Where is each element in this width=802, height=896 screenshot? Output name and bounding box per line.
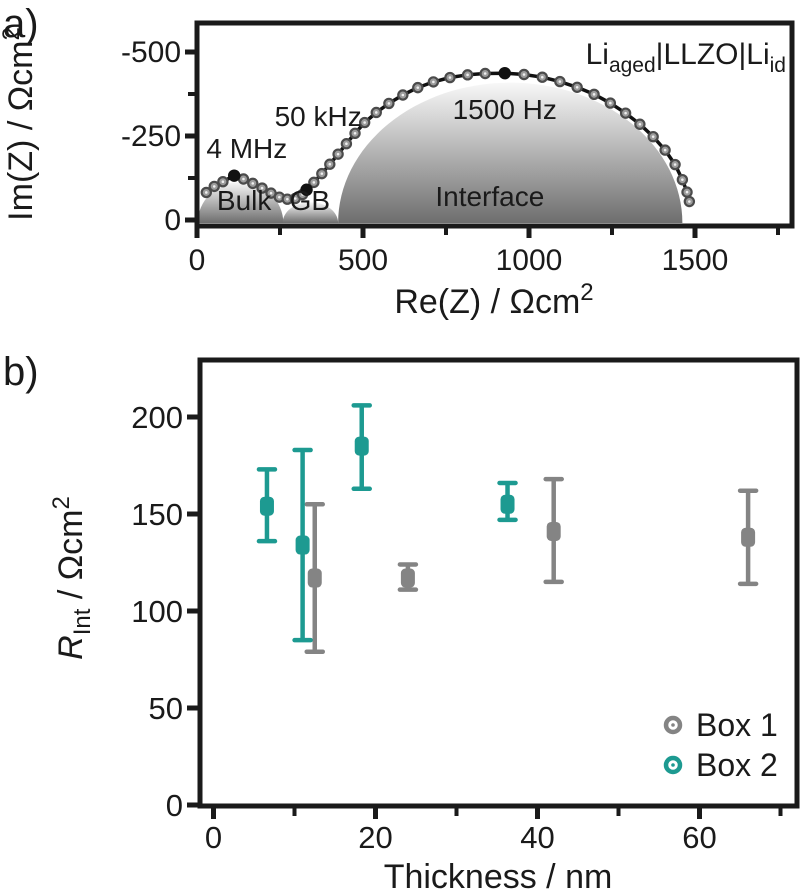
x-tick-label-b: 20: [358, 820, 392, 855]
cell-title: Liaged|LLZO|Liid: [586, 38, 786, 77]
semicircle-gb: [282, 202, 339, 223]
scatter-plot: 0 20 40 60 0 50 100 150 200 Box 1 Box 2 Thickness /…: [48, 357, 800, 896]
y-tick-label-b: 150: [131, 497, 183, 532]
data-point: [741, 527, 756, 547]
annotation-interface: Interface: [435, 181, 544, 212]
legend: Box 1 Box 2: [663, 707, 778, 783]
data-point: [354, 436, 369, 456]
legend-label-1: Box 1: [696, 707, 778, 743]
annotation-bulk: Bulk: [217, 185, 272, 216]
data-point: [307, 568, 322, 588]
x-tick-label-b: 40: [520, 820, 554, 855]
plot-frame-b: [197, 357, 800, 809]
y-axis-title-a: Im(Z) / Ωcm2: [0, 27, 40, 221]
data-point: [400, 568, 415, 588]
data-point: [259, 496, 274, 516]
data-point: [500, 494, 515, 514]
y-tick-label-b: 50: [149, 691, 183, 726]
data-point: [546, 521, 561, 541]
annotation-gb: GB: [290, 185, 330, 216]
y-tick-label-a: 0: [164, 204, 181, 237]
legend-label-2: Box 2: [696, 747, 778, 783]
y-axis-title-b: RInt / Ωcm2: [48, 496, 96, 660]
axis-ticks-a: 0 500 1000 1500 0 -250 -500: [121, 36, 780, 277]
y-tick-label-b: 200: [131, 400, 183, 435]
frequency-point: [300, 183, 313, 196]
series-box-2: [256, 403, 518, 643]
x-tick-label-a: 1500: [662, 244, 729, 277]
x-tick-label-b: 0: [205, 820, 222, 855]
y-tick-label-b: 100: [131, 594, 183, 629]
y-tick-label-a: -500: [121, 36, 181, 69]
x-tick-label-b: 60: [682, 820, 716, 855]
x-tick-label-a: 500: [338, 244, 388, 277]
axis-ticks-b: 0 20 40 60 0 50 100 150 200: [131, 400, 783, 855]
panel-a-tag: a): [3, 2, 39, 46]
y-tick-label-a: -250: [121, 120, 181, 153]
data-point: [295, 535, 310, 555]
annotation-50-khz: 50 kHz: [275, 101, 362, 132]
x-tick-label-a: 1000: [496, 244, 563, 277]
y-tick-label-b: 0: [166, 788, 183, 823]
panel-b-tag: b): [3, 350, 39, 394]
annotation-1500-hz: 1500 Hz: [453, 94, 557, 125]
x-axis-title-b: Thickness / nm: [384, 858, 613, 896]
series-box-1: [304, 476, 759, 654]
semicircle-interface: [338, 82, 683, 223]
x-tick-label-a: 0: [189, 244, 206, 277]
annotation-4-mhz: 4 MHz: [206, 133, 287, 164]
frequency-point: [227, 169, 241, 182]
x-axis-title-a: Re(Z) / Ωcm2: [394, 279, 593, 321]
frequency-point: [498, 66, 511, 80]
plot-frame-a: [194, 20, 795, 229]
